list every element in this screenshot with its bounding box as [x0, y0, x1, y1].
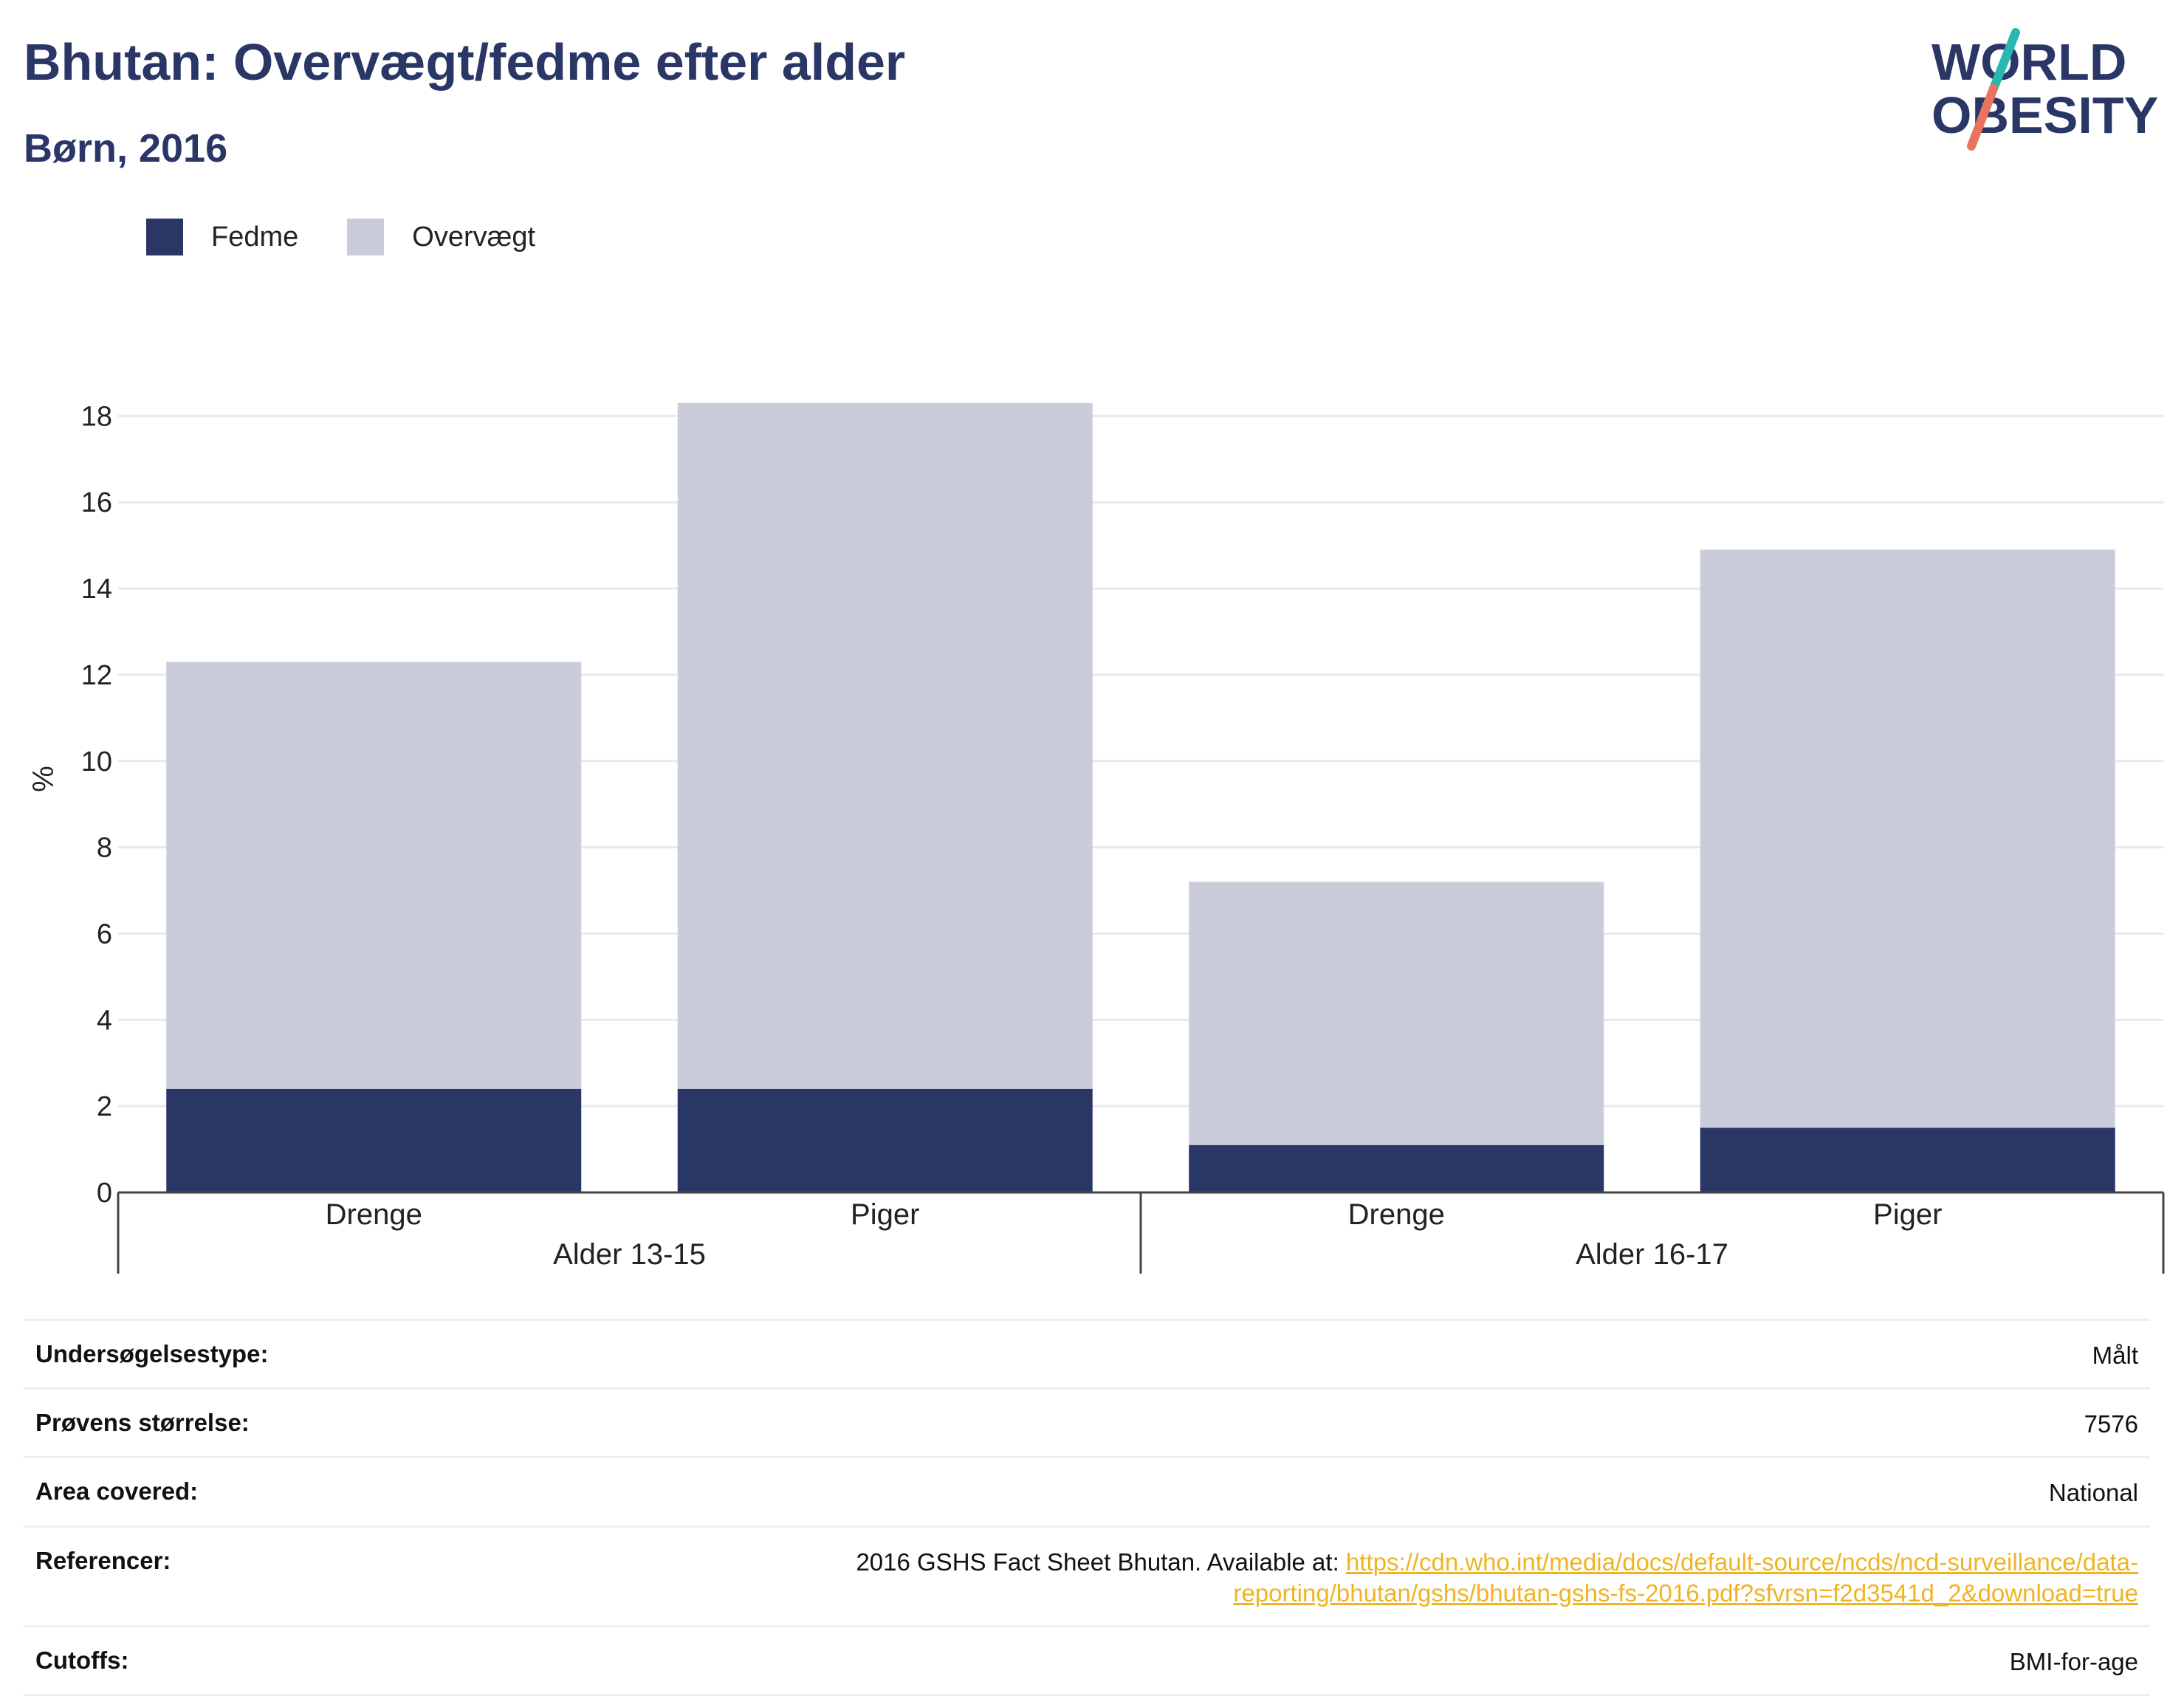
x-tick-label: Piger: [851, 1198, 919, 1231]
bar-overvægt: [1189, 882, 1604, 1145]
bar-fedme: [1189, 1144, 1604, 1192]
info-value-reference: 2016 GSHS Fact Sheet Bhutan. Available a…: [735, 1547, 2138, 1609]
info-key: Cutoffs:: [35, 1647, 129, 1675]
info-row-area: Area covered: National: [24, 1458, 2150, 1528]
bar-chart: 0 2 4 6 8 10 12 14 16 18% Drenge Piger Drenge Piger Al…: [27, 401, 2165, 1274]
x-group-label: Alder 16-17: [1576, 1238, 1728, 1271]
x-group-label: Alder 13-15: [553, 1238, 706, 1271]
info-row-sample-size: Prøvens størrelse: 7576: [24, 1390, 2150, 1459]
legend-label-overvaegt: Overvægt: [412, 221, 536, 253]
y-tick-label: 10: [81, 746, 112, 777]
info-row-references: Referencer: 2016 GSHS Fact Sheet Bhutan.…: [24, 1528, 2150, 1628]
y-tick-label: 0: [97, 1178, 112, 1209]
bar-fedme: [677, 1088, 1093, 1192]
bar-fedme: [166, 1088, 582, 1192]
chart-legend: Fedme Overvægt: [146, 219, 584, 255]
info-table: Undersøgelsestype: Målt Prøvens størrels…: [24, 1319, 2150, 1696]
y-tick-label: 8: [97, 833, 112, 864]
chart-subtitle: Børn, 2016: [24, 126, 228, 171]
legend-swatch-fedme: [146, 219, 183, 255]
x-tick-label: Drenge: [1348, 1198, 1445, 1231]
info-value: Målt: [2092, 1342, 2138, 1369]
legend-item-overvaegt[interactable]: Overvægt: [347, 219, 535, 255]
y-tick-label: 16: [81, 487, 112, 518]
x-tick-label: Drenge: [326, 1198, 422, 1231]
info-key: Area covered:: [35, 1477, 199, 1506]
info-value: National: [2048, 1479, 2138, 1507]
bar-overvægt: [677, 402, 1093, 1089]
chart-title: Bhutan: Overvægt/fedme efter alder: [24, 33, 906, 91]
bar-overvægt: [1700, 549, 2115, 1128]
world-obesity-logo: WORLD OBESITY: [1931, 28, 2158, 151]
reference-link[interactable]: https://cdn.who.int/media/docs/default-s…: [1233, 1548, 2138, 1607]
legend-swatch-overvaegt: [347, 219, 385, 255]
bar-fedme: [1700, 1127, 2115, 1192]
info-value: 7576: [2084, 1410, 2138, 1438]
logo-text-world: WORLD: [1931, 33, 2126, 91]
y-tick-label: 4: [97, 1005, 112, 1036]
info-key: Undersøgelsestype:: [35, 1340, 269, 1367]
info-row-cutoffs: Cutoffs: BMI-for-age: [24, 1627, 2150, 1696]
legend-label-fedme: Fedme: [211, 221, 299, 253]
info-key: Referencer:: [35, 1546, 171, 1574]
logo-slash-teal: [1989, 28, 2020, 93]
y-tick-label: 14: [81, 574, 112, 605]
logo-text-obesity: OBESITY: [1931, 86, 2158, 144]
y-tick-label: 18: [81, 401, 112, 432]
info-value: BMI-for-age: [2009, 1648, 2138, 1676]
y-tick-label: 12: [81, 660, 112, 691]
legend-item-fedme[interactable]: Fedme: [146, 219, 298, 255]
reference-text: 2016 GSHS Fact Sheet Bhutan. Available a…: [856, 1548, 1346, 1576]
y-tick-label: 6: [97, 919, 112, 950]
y-tick-label: 2: [97, 1091, 112, 1122]
y-axis-label: %: [27, 766, 60, 792]
info-row-survey-type: Undersøgelsestype: Målt: [24, 1321, 2150, 1390]
info-key: Prøvens størrelse:: [35, 1409, 250, 1437]
logo-slash-coral: [1967, 84, 1998, 151]
x-tick-label: Piger: [1873, 1198, 1942, 1231]
bar-overvægt: [166, 662, 582, 1089]
